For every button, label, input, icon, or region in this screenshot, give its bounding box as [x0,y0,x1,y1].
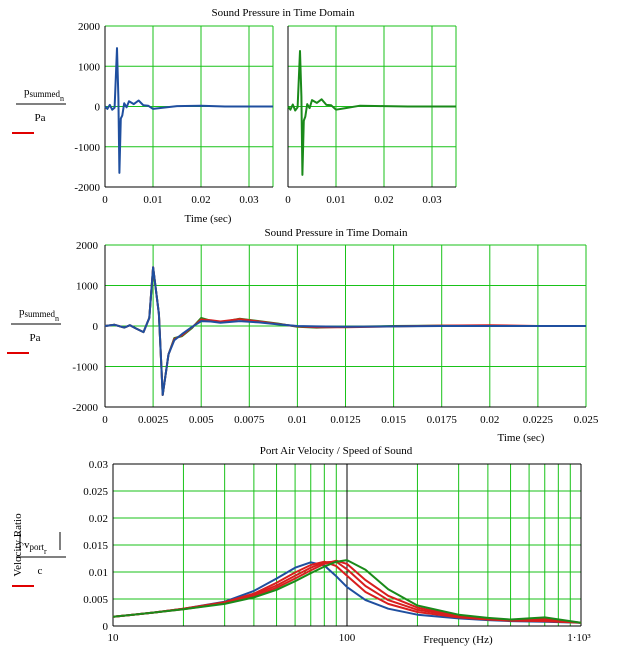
y-tick-label: 0 [103,621,109,633]
y-tick-label: 2000 [78,21,101,33]
y-tick-label: 0.015 [83,540,108,552]
y-tick-label: -1000 [74,142,100,154]
x-tick-label: 0.02 [374,194,393,206]
x-axis-label: Time (sec) [498,432,545,444]
y-tick-label: 2000 [76,240,99,252]
chart-3: 0 0.0025 0.005 0.0075 0.01 0.0125 0.015 0.0175 0… [7,227,599,444]
series-line-1 [104,47,273,174]
y-tick-label: -1000 [72,362,98,374]
y-label-denominator: Pa [35,112,46,124]
chart-title: Sound Pressure in Time Domain [211,7,355,19]
y-tick-label: -2000 [74,182,100,194]
series-line-1 [287,50,456,176]
y-axis-outer-label: Velocity Ratio [12,513,24,577]
chart-4: 10 100 1·10³ 0.03 0.025 0.02 0.015 0.01 0.005 0 Po… [12,445,591,646]
x-tick-label: 0.0175 [427,414,458,426]
y-tick-label: 0 [93,321,99,333]
x-tick-label: 0 [102,414,108,426]
y-axis-label: Velocity Ratio vportr c [12,513,66,587]
y-tick-label: 0.025 [83,486,108,498]
x-tick-label: 0.03 [422,194,442,206]
y-tick-label: 0.02 [89,513,108,525]
y-label-numerator: vportr [24,539,47,556]
x-axis-label: Frequency (Hz) [423,634,493,646]
y-axis-label: psummedn Pa [7,306,61,354]
x-tick-label: 0.0225 [523,414,554,426]
y-tick-label: 0 [95,102,101,114]
y-label-numerator: psummedn [24,86,64,103]
y-tick-label: 1000 [78,61,101,73]
y-label-numerator: psummedn [19,306,59,323]
x-tick-label: 0.015 [381,414,406,426]
chart-title: Port Air Velocity / Speed of Sound [260,445,413,457]
x-tick-label: 1·10³ [567,632,591,644]
x-tick-label: 0.01 [143,194,162,206]
x-tick-label: 0 [285,194,291,206]
x-tick-label: 0.02 [480,414,499,426]
y-tick-label: -2000 [72,402,98,414]
x-axis-label: Time (sec) [185,213,232,225]
y-label-denominator: c [38,565,43,577]
y-tick-label: 1000 [76,281,99,293]
y-tick-label: 0.005 [83,594,108,606]
x-tick-label: 0.03 [239,194,259,206]
x-tick-label: 0.0025 [138,414,169,426]
x-tick-label: 0.0075 [234,414,265,426]
series-line-5 [112,559,582,624]
y-tick-label: 0.03 [89,459,109,471]
y-axis-label: psummedn Pa [12,86,66,134]
x-tick-label: 0.0125 [330,414,361,426]
x-tick-label: 0.005 [189,414,214,426]
x-tick-label: 10 [108,632,120,644]
chart-2: 0 0.01 0.02 0.03 [285,25,457,206]
x-tick-label: 0.01 [326,194,345,206]
x-tick-label: 0.01 [288,414,307,426]
x-tick-label: 0 [102,194,108,206]
x-tick-label: 0.025 [574,414,599,426]
chart-title: Sound Pressure in Time Domain [264,227,408,239]
x-tick-label: 100 [339,632,356,644]
x-tick-label: 0.02 [191,194,210,206]
y-tick-label: 0.01 [89,567,108,579]
series-line-3 [104,266,586,396]
chart-1: 0 0.01 0.02 0.03 2000 1000 0 -1000 -2000 Sound Pr… [12,7,355,225]
y-label-denominator: Pa [30,332,41,344]
